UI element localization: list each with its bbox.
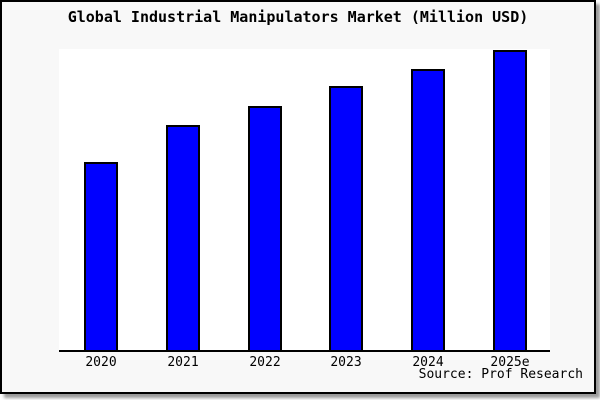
bar-2020	[84, 162, 118, 350]
x-tick-label-2020: 2020	[85, 355, 117, 370]
x-tick-label-2021: 2021	[167, 355, 199, 370]
bar-2021	[166, 125, 200, 350]
x-tick-label-2025e: 2025e	[490, 355, 530, 370]
x-tick-label-2023: 2023	[330, 355, 362, 370]
chart-title: Global Industrial Manipulators Market (M…	[67, 8, 529, 26]
bar-2023	[329, 86, 363, 350]
chart-frame: Global Industrial Manipulators Market (M…	[0, 0, 596, 394]
bar-2022	[248, 106, 282, 350]
bar-2025e	[493, 50, 527, 350]
x-tick-label-2022: 2022	[249, 355, 281, 370]
plot-area: 2020 2021 2022 2023 2024 2025e	[59, 49, 550, 370]
source-credit: Source: Prof Research	[418, 367, 583, 382]
x-tick-label-2024: 2024	[412, 355, 444, 370]
bar-2024	[411, 69, 445, 350]
